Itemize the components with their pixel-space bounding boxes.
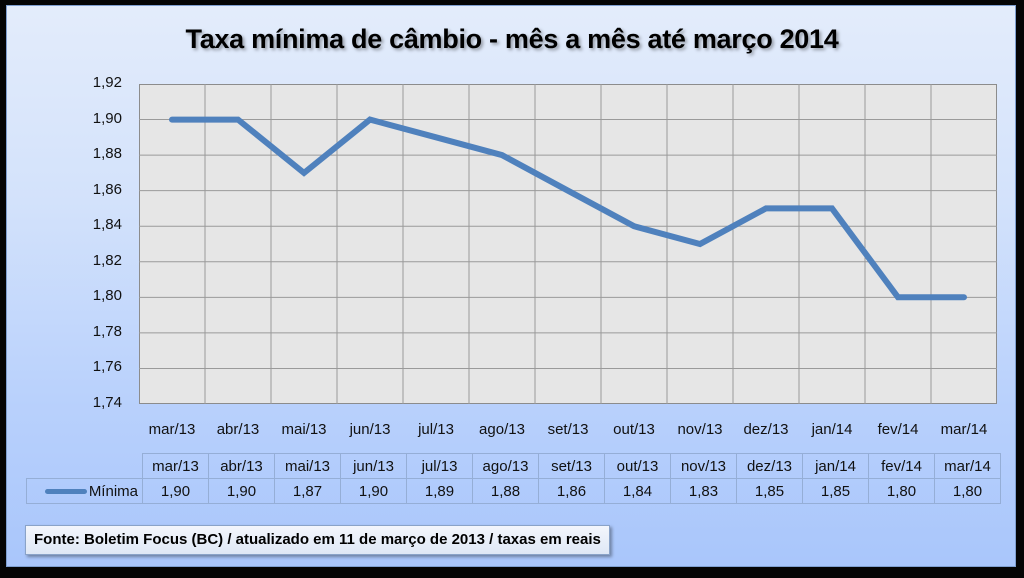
x-tick-label: dez/13 — [743, 421, 789, 438]
legend-key: Mínima — [26, 478, 143, 504]
table-value-cell: 1,85 — [736, 478, 803, 504]
data-table-corner — [27, 454, 143, 479]
x-tick-label: mar/13 — [148, 421, 196, 438]
table-value-cell: 1,90 — [340, 478, 407, 504]
data-table: mar/13 abr/13 mai/13 jun/13 jul/13 ago/13 set/… — [26, 453, 1001, 504]
x-tick-label: abr/13 — [216, 421, 260, 438]
x-tick-label: nov/13 — [677, 421, 723, 438]
table-value-cell: 1,85 — [802, 478, 869, 504]
y-tick-label: 1,92 — [92, 74, 122, 91]
data-table-header-row: mar/13 abr/13 mai/13 jun/13 jul/13 ago/13 set/… — [27, 453, 1001, 479]
x-tick-label: ago/13 — [479, 421, 525, 438]
legend-line-icon — [44, 489, 87, 495]
table-value-cell: 1,88 — [472, 478, 539, 504]
table-header-cell: fev/14 — [868, 453, 935, 479]
table-header-cell: dez/13 — [736, 453, 803, 479]
table-header-cell: set/13 — [538, 453, 605, 479]
chart-title: Taxa mínima de câmbio - mês a mês até ma… — [185, 24, 839, 54]
table-value-cell: 1,84 — [604, 478, 671, 504]
table-header-cell: ago/13 — [472, 453, 539, 479]
series-label: Mínima — [88, 482, 138, 500]
table-header-cell: mai/13 — [274, 453, 341, 479]
data-table-series-row: Mínima 1,90 1,90 1,87 1,90 1,89 1,88 1,86 1,84 1… — [26, 478, 1001, 504]
table-value-cell: 1,83 — [670, 478, 737, 504]
table-value-cell: 1,80 — [934, 478, 1001, 504]
table-header-cell: jan/14 — [802, 453, 869, 479]
y-tick-label: 1,86 — [92, 180, 122, 198]
y-tick-label: 1,88 — [92, 145, 122, 163]
table-value-cell: 1,90 — [208, 478, 275, 504]
x-tick-label: set/13 — [547, 421, 589, 438]
source-note: Fonte: Boletim Focus (BC) / atualizado e… — [25, 525, 610, 555]
plot-area — [139, 84, 997, 404]
y-tick-label: 1,74 — [92, 394, 122, 411]
x-tick-label: jun/13 — [349, 421, 391, 438]
x-tick-label: jan/14 — [811, 421, 853, 438]
y-tick-label: 1,82 — [92, 251, 122, 269]
table-header-cell: nov/13 — [670, 453, 737, 479]
table-value-cell: 1,80 — [868, 478, 935, 504]
x-tick-label: mar/14 — [940, 421, 988, 438]
y-tick-label: 1,90 — [92, 109, 122, 127]
y-tick-label: 1,78 — [92, 322, 122, 340]
table-header-cell: out/13 — [604, 453, 671, 479]
x-tick-label: out/13 — [613, 421, 655, 438]
table-header-cell: jun/13 — [340, 453, 407, 479]
table-value-cell: 1,89 — [406, 478, 473, 504]
y-tick-label: 1,80 — [92, 287, 122, 305]
table-value-cell: 1,87 — [274, 478, 341, 504]
y-tick-label: 1,84 — [92, 216, 122, 234]
table-header-cell: abr/13 — [208, 453, 275, 479]
x-tick-label: jul/13 — [418, 421, 454, 438]
series-line-minima — [169, 116, 967, 301]
table-value-cell: 1,86 — [538, 478, 605, 504]
table-value-cell: 1,90 — [142, 478, 209, 504]
table-header-cell: mar/14 — [934, 453, 1001, 479]
y-tick-label: 1,76 — [92, 358, 122, 376]
table-header-cell: jul/13 — [406, 453, 473, 479]
x-tick-label: fev/14 — [877, 421, 919, 438]
table-header-cell: mar/13 — [142, 453, 209, 479]
x-tick-label: mai/13 — [281, 421, 327, 438]
